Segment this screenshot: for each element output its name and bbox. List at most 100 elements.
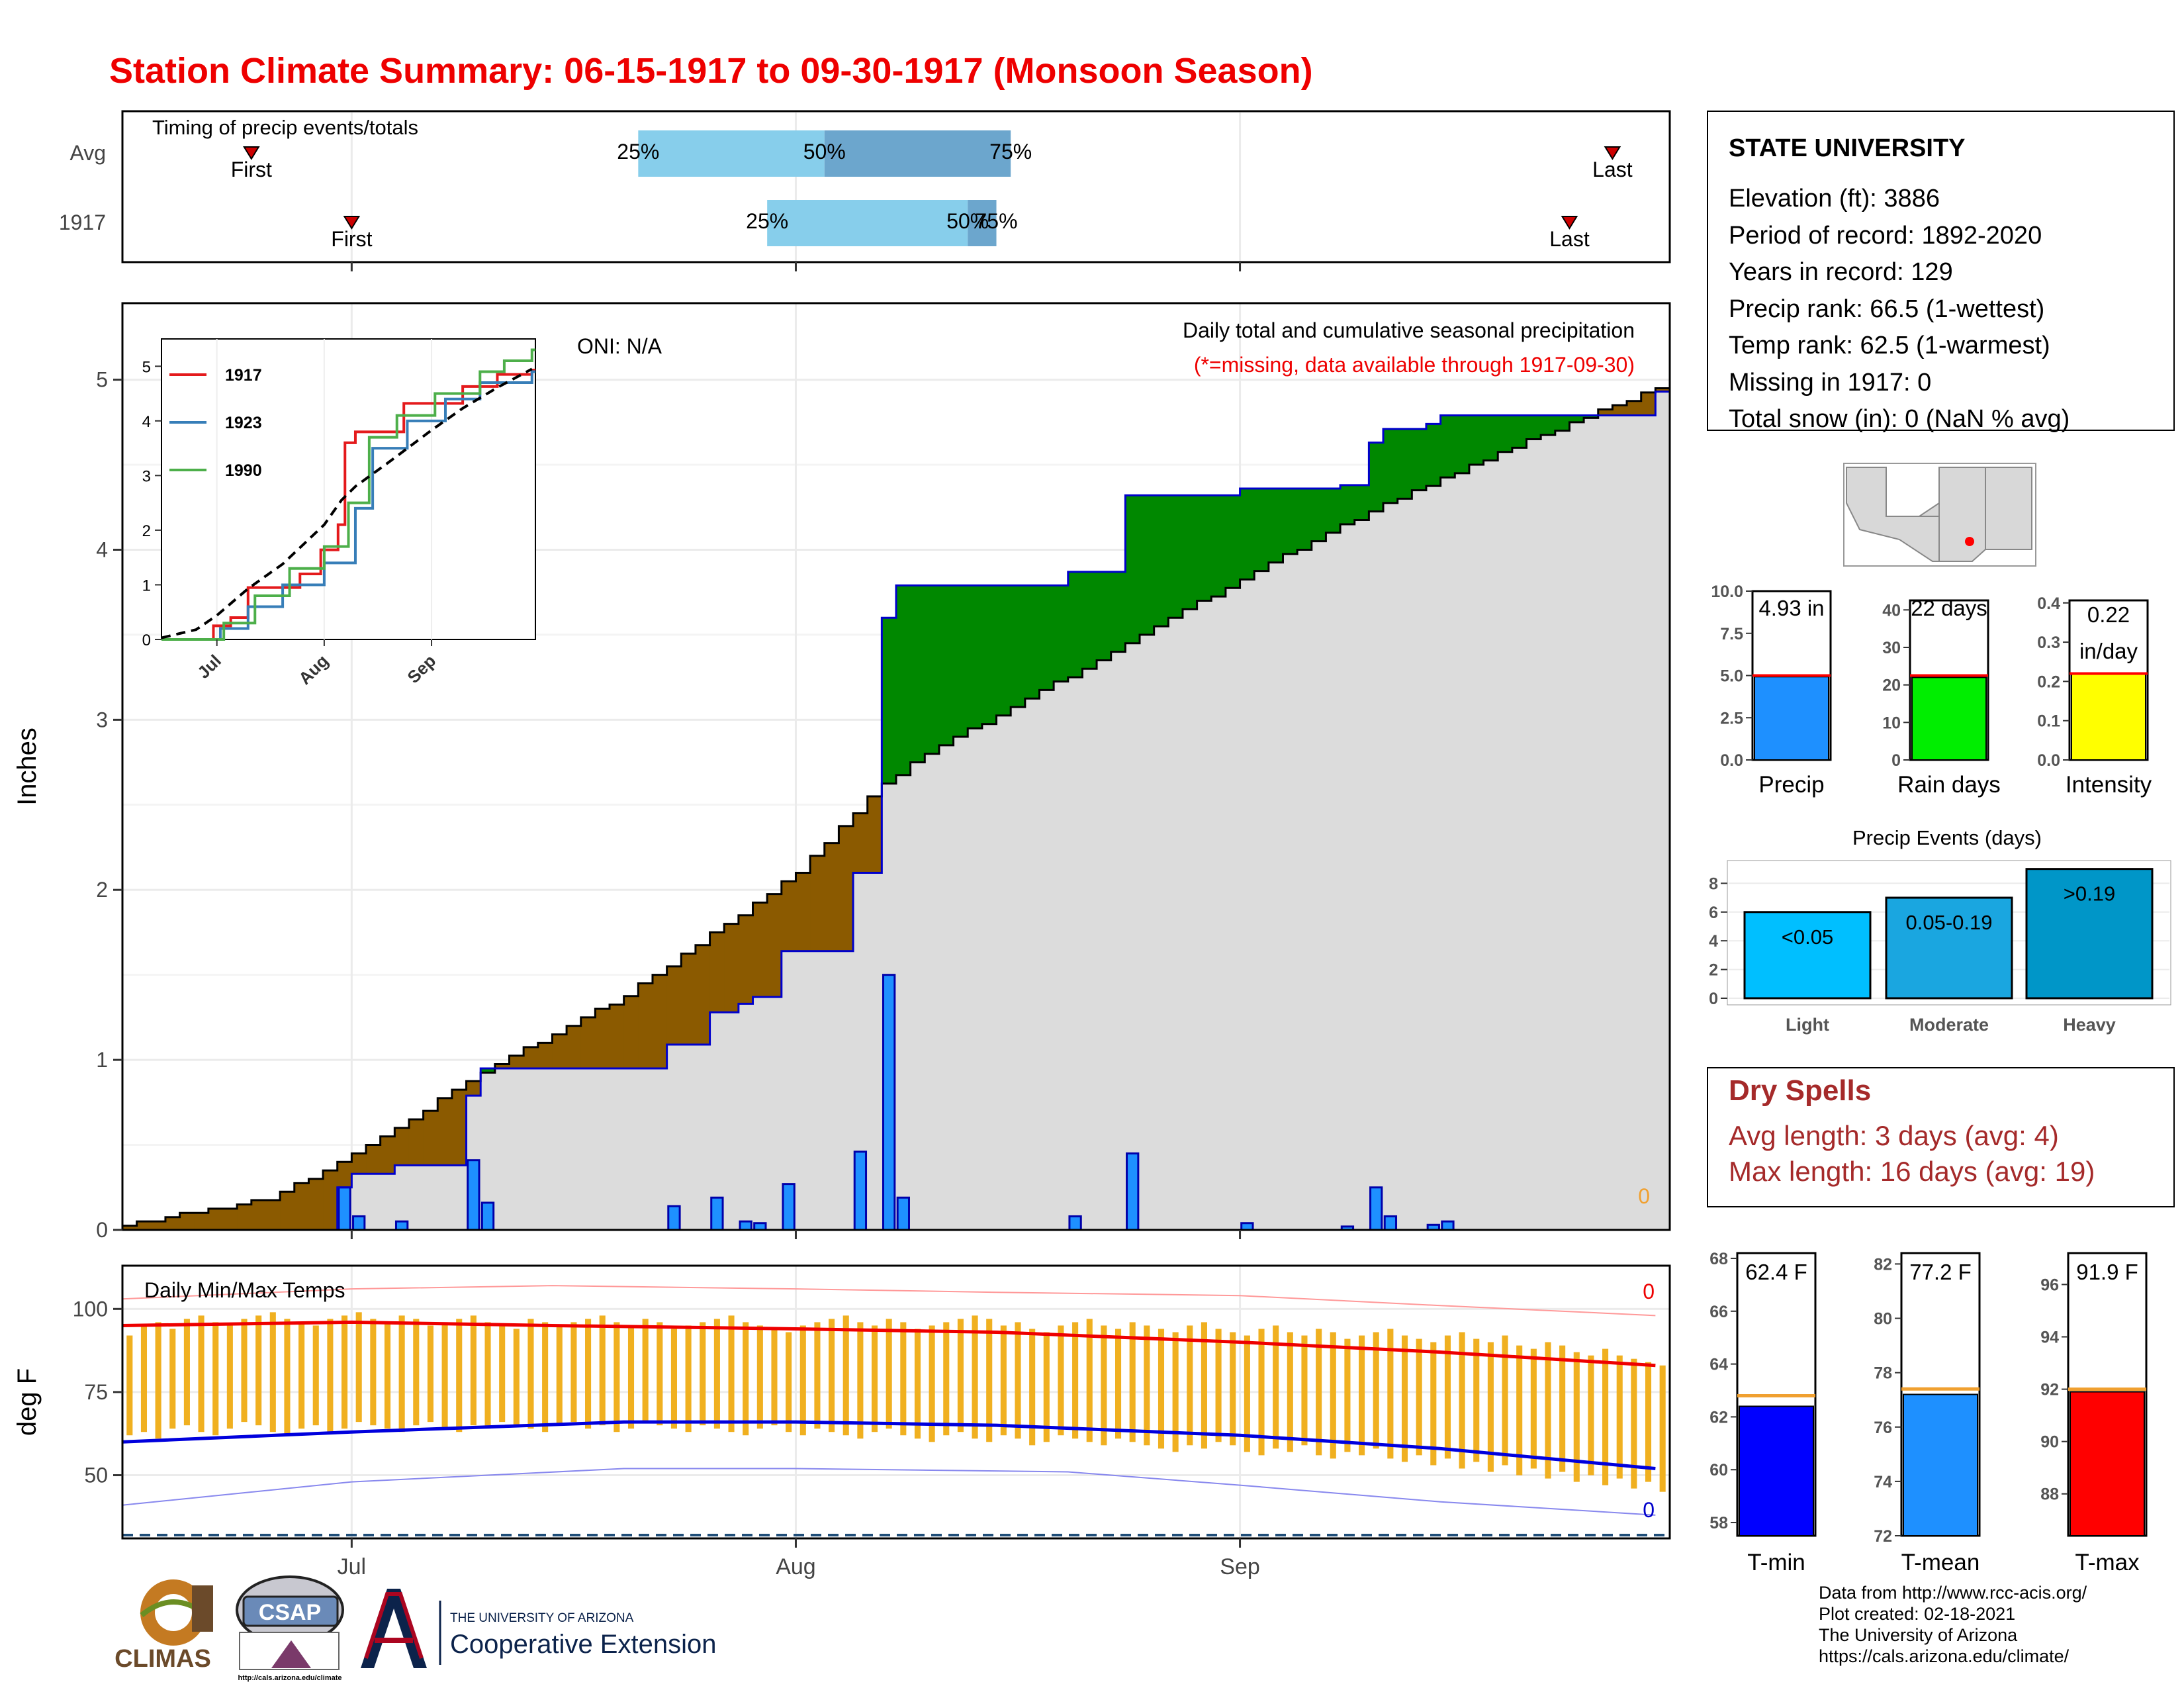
below-average-band xyxy=(867,796,882,873)
daily-precip-bar xyxy=(882,974,896,1231)
first-event-marker xyxy=(343,216,361,230)
daily-temp-range-bar xyxy=(398,1315,405,1432)
above-average-band xyxy=(1240,489,1255,580)
daily-temp-range-bar xyxy=(1258,1329,1265,1456)
daily-temp-range-bar xyxy=(1187,1325,1193,1446)
below-average-band xyxy=(610,1004,625,1068)
daily-temp-range-bar xyxy=(470,1315,477,1426)
daily-temp-range-bar xyxy=(1645,1362,1652,1482)
inset-y-tick-label: 3 xyxy=(142,467,151,485)
daily-temp-range-bar xyxy=(1602,1348,1609,1485)
inset-series-line xyxy=(161,369,535,641)
daily-precip-bar xyxy=(1441,1220,1455,1231)
daily-temp-range-bar xyxy=(743,1322,749,1436)
below-average-band xyxy=(767,894,782,998)
ua-cooperative-extension-logo: THE UNIVERSITY OF ARIZONA Cooperative Ex… xyxy=(361,1589,716,1668)
footer-line: Plot created: 02-18-2021 xyxy=(1819,1604,2016,1624)
below-average-band xyxy=(824,843,839,951)
timing-panel: Timing of precip events/totals Avg 1917 … xyxy=(59,110,1671,271)
below-average-band xyxy=(638,983,653,1068)
daily-temp-range-bar xyxy=(1530,1348,1537,1469)
above-average-band xyxy=(1326,489,1341,533)
below-average-band xyxy=(839,825,854,951)
daily-temp-range-bar xyxy=(1029,1329,1036,1446)
daily-temp-range-bar xyxy=(627,1325,635,1429)
temp-title: Daily Min/Max Temps xyxy=(144,1278,345,1302)
footer-credits: Data from http://www.rcc-acis.org/ Plot … xyxy=(1819,1582,2087,1667)
daily-temp-range-bar xyxy=(786,1332,792,1432)
daily-temp-range-bar xyxy=(914,1329,921,1439)
daily-temp-range-bar xyxy=(1115,1329,1122,1439)
inset-y-tick-label: 1 xyxy=(142,577,151,594)
above-average-band xyxy=(925,585,940,754)
daily-temp-range-bar xyxy=(829,1319,835,1432)
mini-bar-tick: 10 xyxy=(1882,714,1901,732)
average-temp-line xyxy=(122,1320,1656,1368)
below-average-band xyxy=(580,1017,596,1068)
record-temp-line xyxy=(122,1285,1656,1317)
daily-temp-range-bar xyxy=(1172,1332,1179,1452)
daily-temp-range-bar xyxy=(842,1315,849,1436)
station-line: Temp rank: 62.5 (1-warmest) xyxy=(1729,332,2050,359)
station-line: Missing in 1917: 0 xyxy=(1729,369,1931,397)
daily-precip-bar xyxy=(1126,1152,1140,1231)
daily-temp-range-bar xyxy=(700,1322,706,1426)
daily-temp-range-bar xyxy=(1516,1345,1523,1476)
daily-temp-range-bar xyxy=(1502,1335,1508,1466)
below-average-band xyxy=(337,1162,352,1188)
daily-temp-range-bar xyxy=(527,1319,534,1429)
temp-bar-value-label: 62.4 F xyxy=(1745,1260,1807,1284)
daily-precip-bar xyxy=(896,1196,910,1231)
below-average-band xyxy=(523,1047,539,1068)
daily-temp-range-bar xyxy=(1631,1358,1637,1489)
temp-bar-label: T-max xyxy=(2075,1550,2140,1575)
daily-temp-range-bar xyxy=(169,1329,176,1429)
events-bar-label: <0.05 xyxy=(1782,925,1833,949)
mini-bar-value xyxy=(1911,677,1987,761)
daily-temp-range-bar xyxy=(1043,1332,1050,1442)
mini-bar-tick: 0 xyxy=(1891,751,1901,770)
above-average-band xyxy=(1369,442,1384,512)
mini-bar-tick: 0.1 xyxy=(2037,712,2060,731)
daily-temp-range-bar xyxy=(972,1315,978,1439)
below-average-band xyxy=(709,932,725,1013)
daily-temp-range-bar xyxy=(1316,1329,1322,1456)
precip-missing-note: (*=missing, data available through 1917-… xyxy=(1194,353,1635,377)
daily-precip-bar xyxy=(352,1215,366,1231)
daily-temp-range-bar xyxy=(585,1319,592,1429)
below-average-band xyxy=(781,881,796,951)
daily-temp-range-bar xyxy=(1101,1325,1107,1446)
quartile-bar-upper xyxy=(968,200,997,246)
mini-bar-tick: 0.2 xyxy=(2037,673,2060,691)
above-average-band xyxy=(1383,429,1398,503)
daily-temp-range-bar xyxy=(1072,1322,1079,1439)
dry-spells-box: Dry Spells Avg length: 3 days (avg: 4) M… xyxy=(1707,1067,2175,1207)
daily-temp-range-bar xyxy=(556,1325,563,1426)
daily-temp-range-bar xyxy=(198,1315,205,1432)
above-average-band xyxy=(896,585,911,775)
last-event-label: Last xyxy=(1592,158,1633,181)
station-line: Period of record: 1892-2020 xyxy=(1729,222,2042,250)
above-average-band xyxy=(1268,489,1283,563)
daily-temp-range-bar xyxy=(1344,1338,1351,1452)
daily-temp-range-bar xyxy=(713,1319,720,1429)
above-average-band xyxy=(1541,415,1556,436)
footer-line: The University of Arizona xyxy=(1819,1625,2018,1645)
below-average-band xyxy=(796,872,811,951)
events-y-tick: 2 xyxy=(1709,961,1718,980)
temp-bar-tick: 82 xyxy=(1874,1255,1892,1274)
above-average-band xyxy=(968,585,983,729)
daily-temp-range-bar xyxy=(212,1322,219,1436)
daily-temp-range-bar xyxy=(1401,1335,1408,1462)
above-average-band xyxy=(1054,585,1069,682)
precip-subtitle: Daily total and cumulative seasonal prec… xyxy=(1183,318,1635,342)
mini-bar-tick: 0.3 xyxy=(2037,633,2060,652)
daily-temp-range-bar xyxy=(670,1329,677,1429)
above-average-band xyxy=(1140,495,1155,635)
daily-temp-range-bar xyxy=(570,1322,577,1423)
above-average-band xyxy=(1426,424,1441,487)
dry-spells-avg: Avg length: 3 days (avg: 4) xyxy=(1729,1120,2059,1151)
above-average-band xyxy=(1569,415,1584,422)
average-fill-area xyxy=(122,388,1670,1230)
x-tick-label: Sep xyxy=(1220,1554,1260,1579)
